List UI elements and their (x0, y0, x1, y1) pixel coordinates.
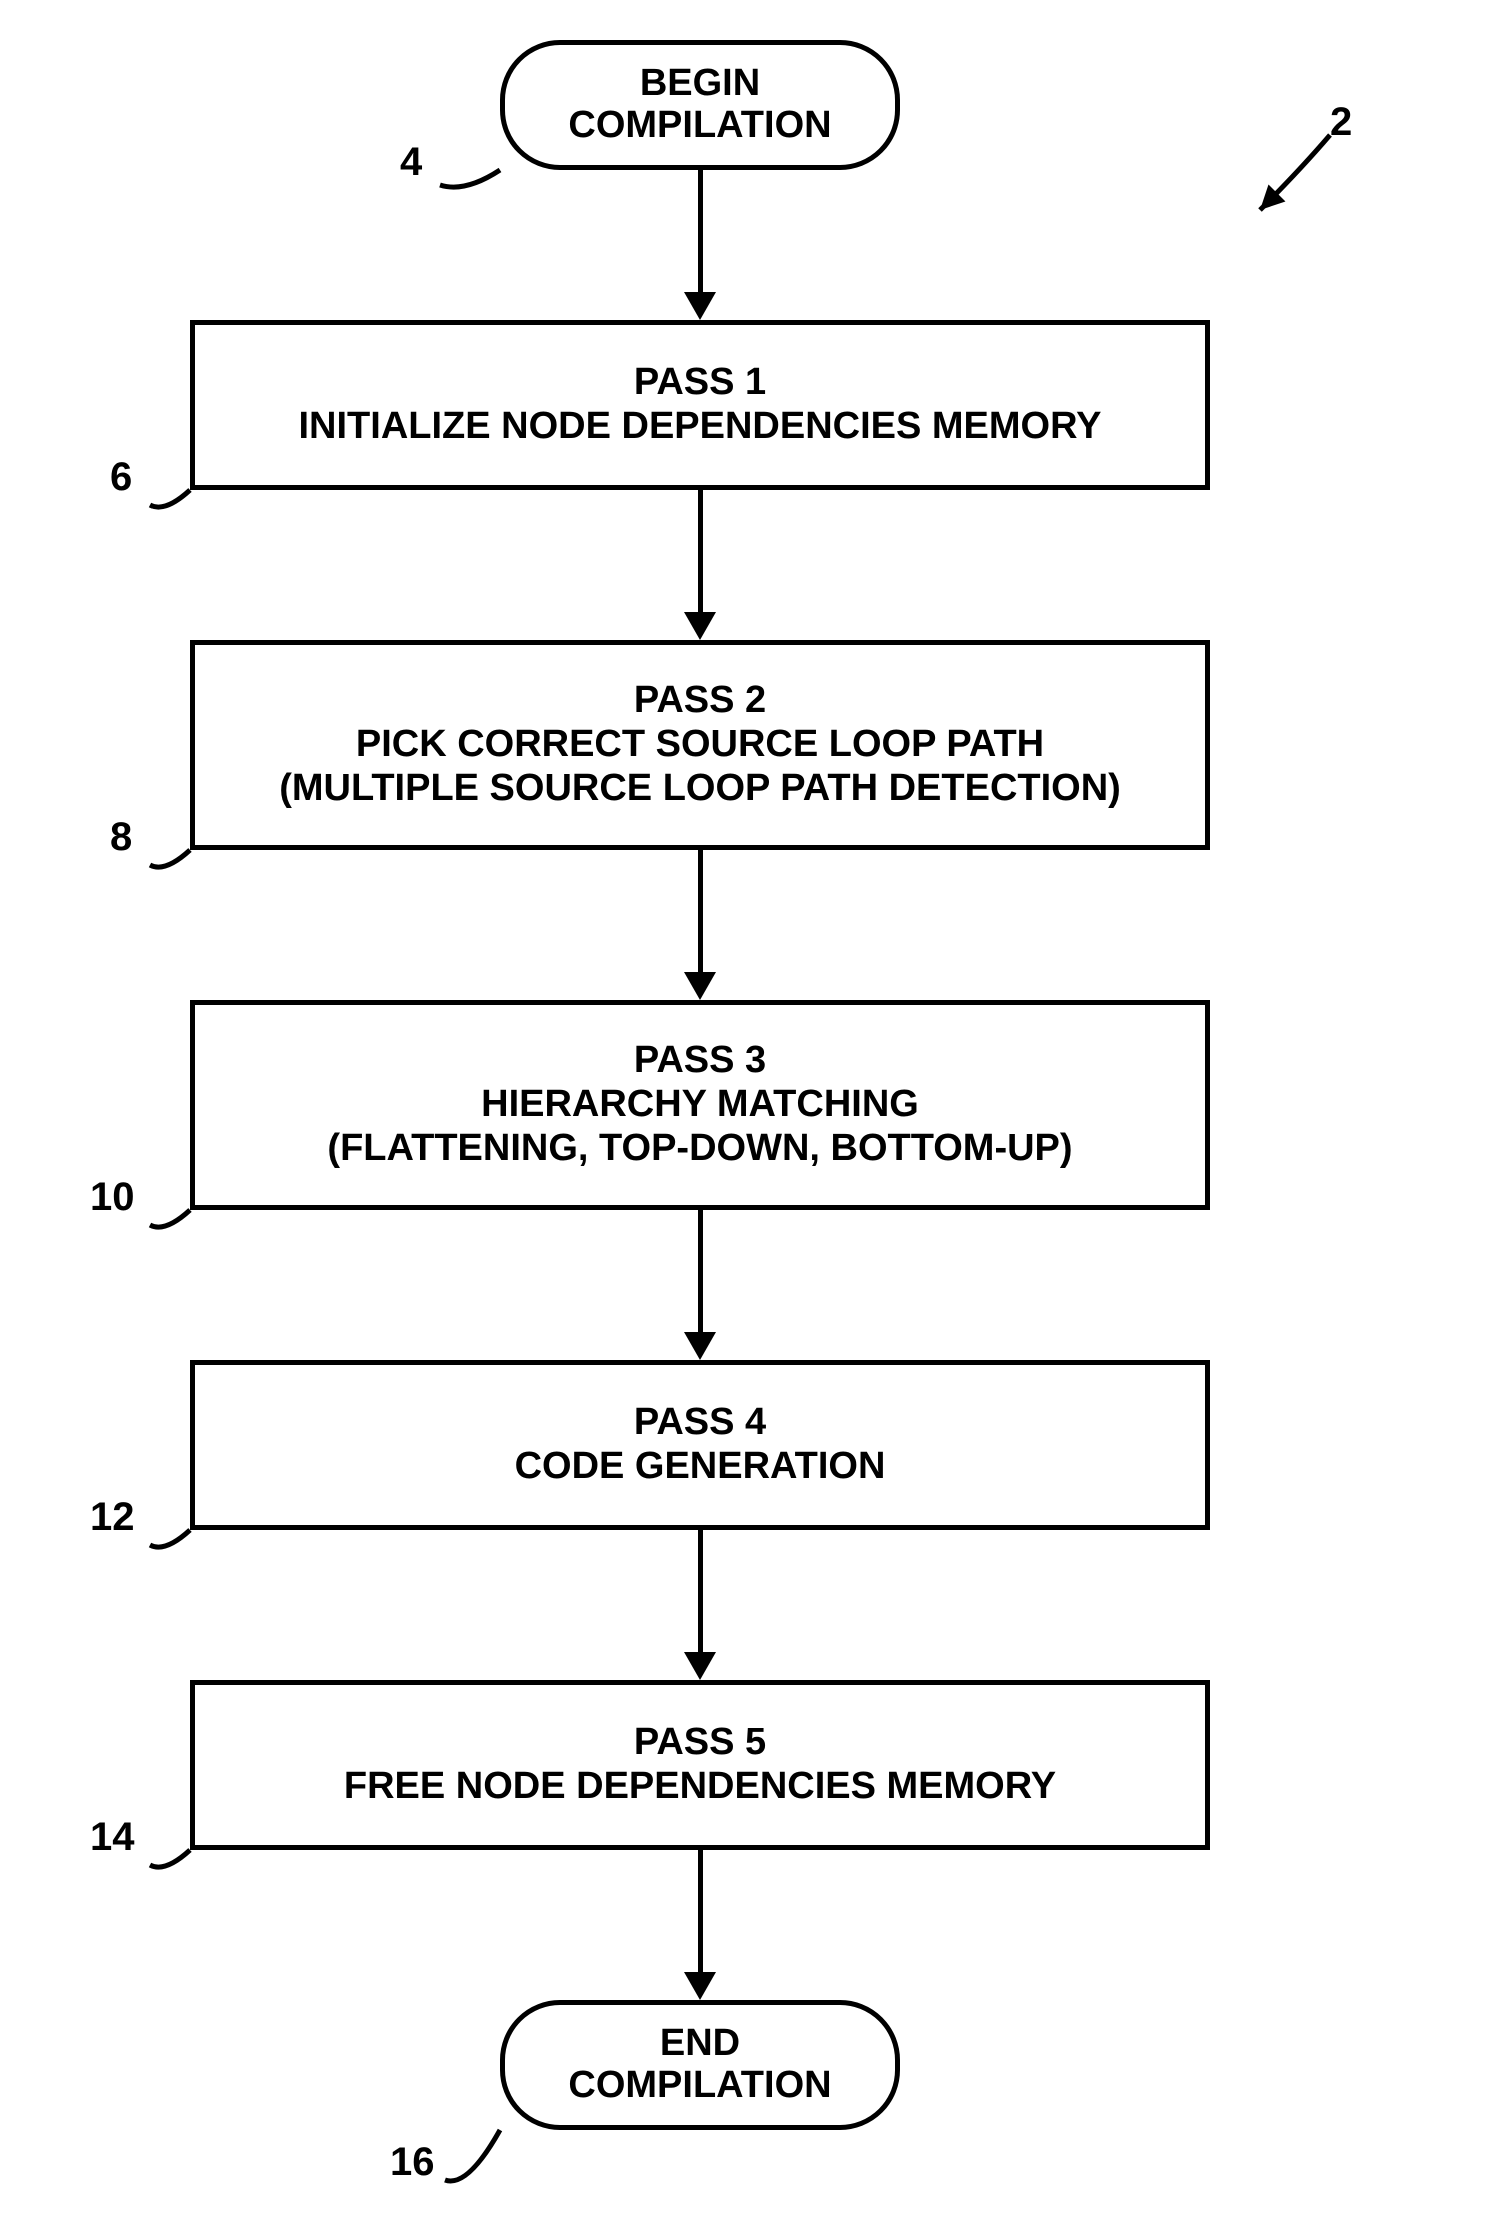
node-text-pass5: PASS 5FREE NODE DEPENDENCIES MEMORY (344, 1721, 1056, 1808)
ref-label-8: 8 (110, 815, 132, 860)
ref-label-10: 10 (90, 1175, 135, 1220)
node-text-end: ENDCOMPILATION (568, 2023, 831, 2107)
lead-line-pass5 (140, 1840, 200, 1875)
flowchart-canvas: BEGINCOMPILATION 4 PASS 1INITIALIZE NODE D… (0, 0, 1485, 2239)
lead-line-begin (430, 160, 510, 195)
node-pass2: PASS 2PICK CORRECT SOURCE LOOP PATH(MULT… (190, 640, 1210, 850)
node-pass5: PASS 5FREE NODE DEPENDENCIES MEMORY (190, 1680, 1210, 1850)
ref-label-12: 12 (90, 1495, 135, 1540)
node-text-pass1: PASS 1INITIALIZE NODE DEPENDENCIES MEMOR… (299, 361, 1102, 448)
lead-line-pass1 (140, 480, 200, 515)
lead-line-pass2 (140, 840, 200, 875)
edge-line-2 (698, 850, 703, 972)
pointer-arrow-2 (1240, 115, 1350, 230)
ref-label-16: 16 (390, 2140, 435, 2185)
node-text-pass2: PASS 2PICK CORRECT SOURCE LOOP PATH(MULT… (279, 679, 1121, 810)
edge-line-4 (698, 1530, 703, 1652)
node-text-pass3: PASS 3HIERARCHY MATCHING(FLATTENING, TOP… (327, 1039, 1072, 1170)
ref-label-6: 6 (110, 455, 132, 500)
edge-arrowhead-3 (684, 1332, 716, 1360)
lead-line-pass3 (140, 1200, 200, 1235)
edge-arrowhead-0 (684, 292, 716, 320)
node-end: ENDCOMPILATION (500, 2000, 900, 2130)
node-text-pass4: PASS 4CODE GENERATION (515, 1401, 886, 1488)
edge-arrowhead-2 (684, 972, 716, 1000)
edge-arrowhead-5 (684, 1972, 716, 2000)
edge-line-3 (698, 1210, 703, 1332)
node-begin: BEGINCOMPILATION (500, 40, 900, 170)
edge-arrowhead-4 (684, 1652, 716, 1680)
edge-line-1 (698, 490, 703, 612)
edge-line-5 (698, 1850, 703, 1972)
lead-line-end (435, 2120, 510, 2190)
lead-line-pass4 (140, 1520, 200, 1555)
edge-line-0 (698, 170, 703, 292)
node-pass3: PASS 3HIERARCHY MATCHING(FLATTENING, TOP… (190, 1000, 1210, 1210)
ref-label-14: 14 (90, 1815, 135, 1860)
node-text-begin: BEGINCOMPILATION (568, 63, 831, 147)
node-pass1: PASS 1INITIALIZE NODE DEPENDENCIES MEMOR… (190, 320, 1210, 490)
ref-label-4: 4 (400, 140, 422, 185)
edge-arrowhead-1 (684, 612, 716, 640)
node-pass4: PASS 4CODE GENERATION (190, 1360, 1210, 1530)
